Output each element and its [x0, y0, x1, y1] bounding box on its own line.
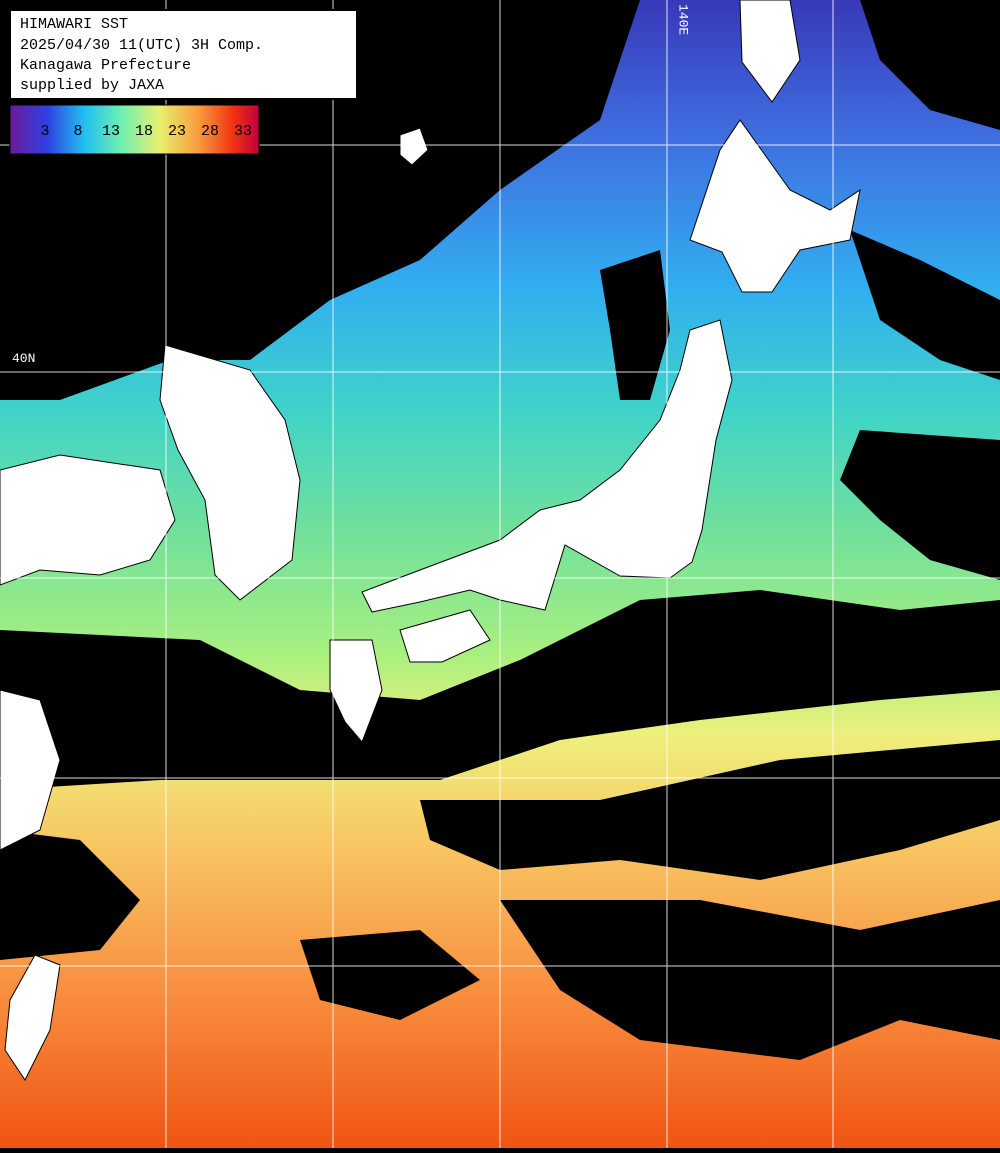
hokkaido: [689, 119, 861, 293]
shikoku: [399, 609, 491, 663]
honshu: [361, 319, 733, 613]
title-line: Kanagawa Prefecture: [20, 57, 191, 74]
cloud: [860, 0, 1000, 130]
title-line: supplied by JAXA: [20, 77, 164, 94]
korea: [159, 344, 301, 601]
title-text: HIMAWARI SST 2025/04/30 11(UTC) 3H Comp.…: [20, 16, 263, 94]
sakhalin: [739, 0, 801, 103]
china-coast: [0, 454, 176, 586]
color-scale: [9, 104, 260, 155]
latitude-label: 40N: [12, 351, 35, 366]
kyushu: [329, 639, 383, 743]
cloud: [420, 740, 1000, 880]
scale-label: 33: [234, 123, 252, 140]
scale-label: 28: [201, 123, 219, 140]
cloud: [600, 250, 670, 400]
title-line: 2025/04/30 11(UTC) 3H Comp.: [20, 37, 263, 54]
longitude-label: 140E: [676, 4, 691, 35]
scale-label: 3: [40, 123, 49, 140]
title-box: [9, 9, 358, 100]
latitude-label: 30N: [12, 761, 35, 776]
cloud: [300, 930, 480, 1020]
land: [0, 0, 861, 1081]
color-scale-labels: 3 8 13 18 23 28 33: [40, 123, 252, 140]
scale-label: 23: [168, 123, 186, 140]
cloud: [840, 430, 1000, 580]
scale-label: 8: [73, 123, 82, 140]
title-line: HIMAWARI SST: [20, 16, 128, 33]
scale-label: 18: [135, 123, 153, 140]
cloud: [500, 900, 1000, 1060]
scale-label: 13: [102, 123, 120, 140]
cloud-cover: [0, 0, 1000, 1060]
cloud: [0, 830, 140, 960]
island: [399, 127, 429, 166]
taiwan: [4, 954, 61, 1081]
china-coast: [0, 689, 61, 851]
cloud: [850, 230, 1000, 380]
